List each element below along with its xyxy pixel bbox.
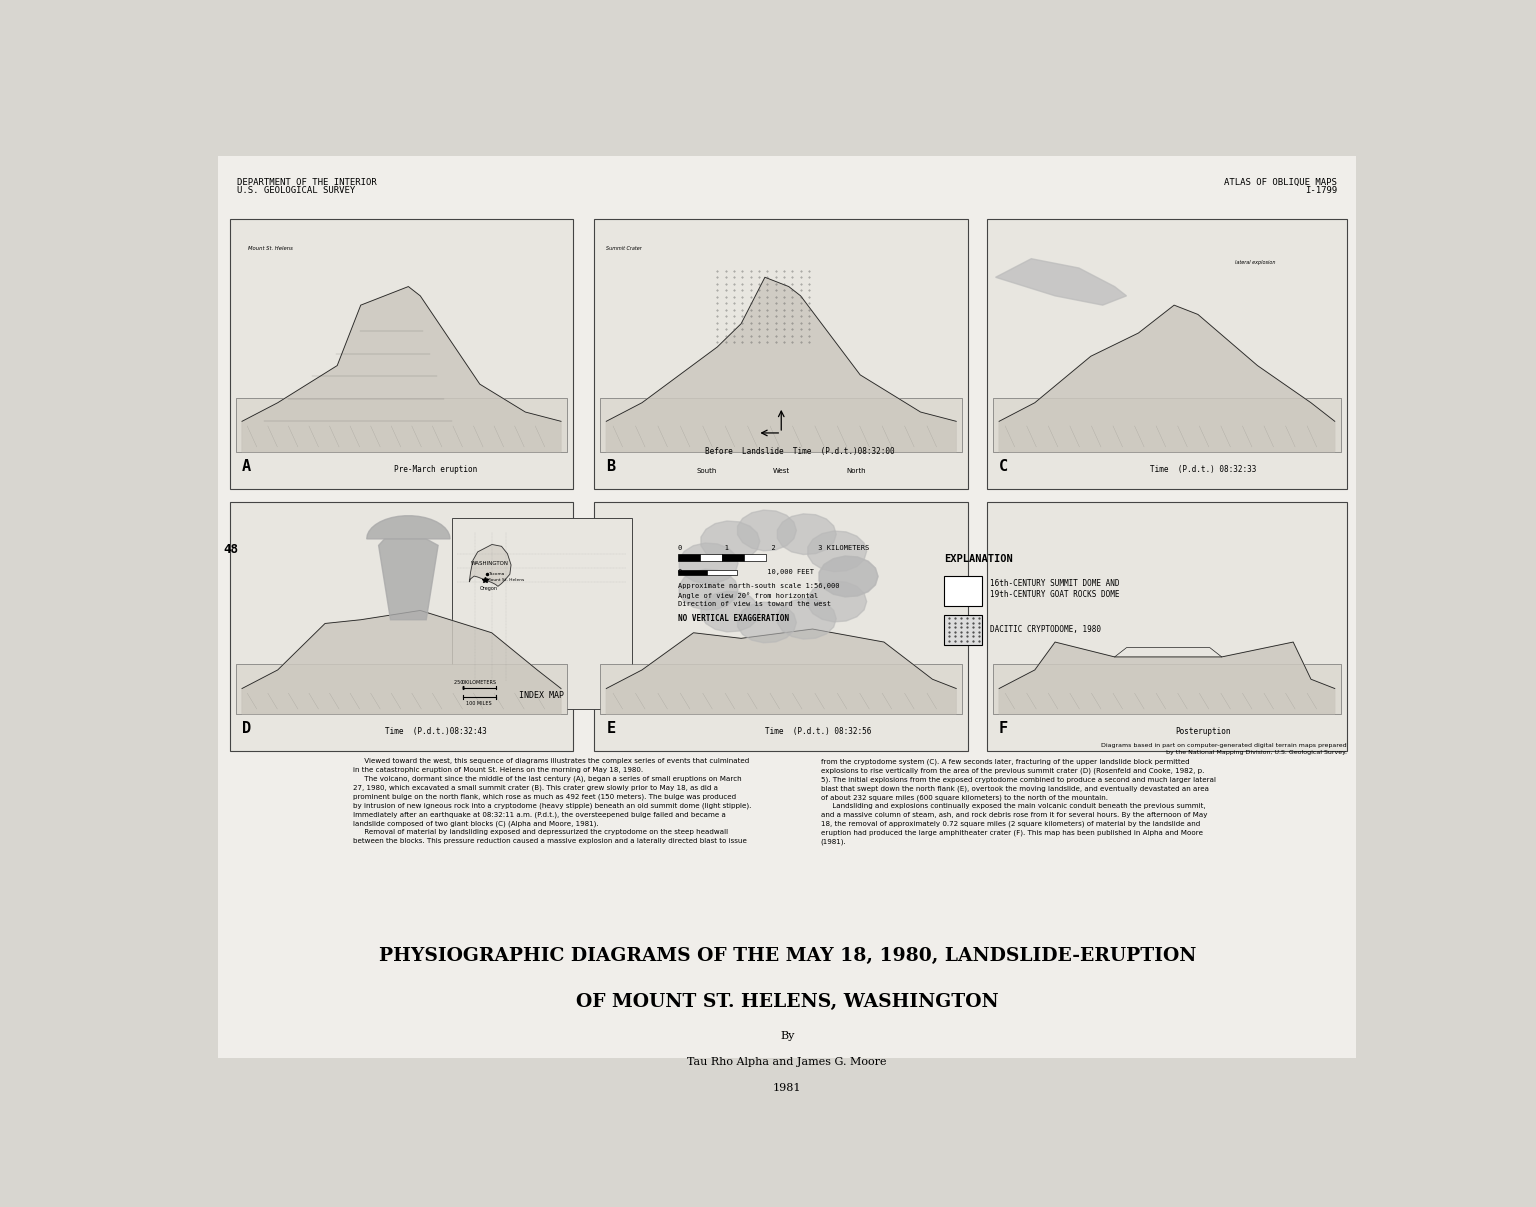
Text: Diagrams based in part on computer-generated digital terrain maps prepared
by th: Diagrams based in part on computer-gener…	[1101, 744, 1347, 756]
Polygon shape	[243, 286, 561, 451]
Polygon shape	[777, 599, 836, 639]
Polygon shape	[470, 544, 511, 587]
Text: PHYSIOGRAPHIC DIAGRAMS OF THE MAY 18, 1980, LANDSLIDE-ERUPTION: PHYSIOGRAPHIC DIAGRAMS OF THE MAY 18, 19…	[378, 946, 1197, 964]
Bar	[601, 397, 962, 451]
Text: Viewed toward the west, this sequence of diagrams illustrates the complex series: Viewed toward the west, this sequence of…	[353, 758, 751, 844]
Bar	[594, 220, 968, 489]
Polygon shape	[607, 629, 957, 713]
Text: OF MOUNT ST. HELENS, WASHINGTON: OF MOUNT ST. HELENS, WASHINGTON	[576, 993, 998, 1011]
Text: Mount St. Helens: Mount St. Helens	[487, 578, 524, 582]
Polygon shape	[378, 538, 438, 619]
Text: INDEX MAP: INDEX MAP	[519, 690, 564, 700]
Text: U.S. GEOLOGICAL SURVEY: U.S. GEOLOGICAL SURVEY	[237, 186, 355, 194]
Bar	[594, 502, 968, 751]
Bar	[230, 502, 573, 751]
Text: A: A	[243, 459, 250, 474]
Text: 250 KILOMETERS: 250 KILOMETERS	[453, 680, 496, 684]
Text: Oregon: Oregon	[479, 585, 498, 590]
Bar	[994, 664, 1341, 713]
Bar	[945, 576, 983, 606]
Text: Tacoma: Tacoma	[488, 572, 505, 576]
Text: Posteruption: Posteruption	[1175, 727, 1230, 736]
Bar	[945, 616, 983, 645]
Text: 0: 0	[462, 687, 465, 692]
Bar	[677, 554, 700, 561]
Polygon shape	[737, 602, 796, 643]
Text: C: C	[998, 459, 1008, 474]
Polygon shape	[607, 278, 957, 451]
Polygon shape	[243, 611, 561, 713]
Bar	[677, 570, 708, 576]
Text: 0: 0	[462, 680, 465, 684]
Polygon shape	[819, 556, 879, 596]
Bar	[237, 397, 567, 451]
Bar	[743, 554, 766, 561]
Polygon shape	[995, 258, 1126, 305]
Text: 0                    10,000 FEET: 0 10,000 FEET	[677, 568, 814, 575]
Text: 48: 48	[223, 543, 238, 555]
Text: Time  (P.d.t.) 08:32:33: Time (P.d.t.) 08:32:33	[1150, 465, 1256, 474]
Text: lateral explosion: lateral explosion	[1235, 260, 1275, 264]
Text: South: South	[696, 468, 717, 474]
Text: EXPLANATION: EXPLANATION	[945, 554, 1014, 564]
Polygon shape	[367, 515, 450, 538]
Text: DACITIC CRYPTODOME, 1980: DACITIC CRYPTODOME, 1980	[989, 625, 1101, 635]
Text: F: F	[998, 721, 1008, 736]
Text: Time  (P.d.t.)08:32:43: Time (P.d.t.)08:32:43	[386, 727, 487, 736]
Polygon shape	[679, 543, 739, 584]
Polygon shape	[679, 570, 739, 610]
Text: Angle of view 20° from horizontal: Angle of view 20° from horizontal	[677, 591, 819, 599]
Text: I-1799: I-1799	[1306, 186, 1338, 194]
Text: 100 MILES: 100 MILES	[465, 700, 492, 706]
Polygon shape	[998, 305, 1335, 451]
Polygon shape	[808, 582, 866, 622]
Text: North: North	[846, 468, 866, 474]
Text: Pre-March eruption: Pre-March eruption	[395, 465, 478, 474]
Polygon shape	[998, 642, 1335, 713]
Bar	[237, 664, 567, 713]
Bar	[988, 220, 1347, 489]
Text: B: B	[607, 459, 616, 474]
Text: WASHINGTON: WASHINGTON	[470, 560, 508, 566]
Bar	[722, 554, 743, 561]
Bar	[601, 664, 962, 713]
Text: from the cryptodome system (C). A few seconds later, fracturing of the upper lan: from the cryptodome system (C). A few se…	[820, 758, 1215, 845]
Polygon shape	[700, 591, 760, 632]
Polygon shape	[819, 556, 879, 596]
Bar	[700, 554, 722, 561]
Text: 16th-CENTURY SUMMIT DOME AND
19th-CENTURY GOAT ROCKS DOME: 16th-CENTURY SUMMIT DOME AND 19th-CENTUR…	[989, 579, 1120, 599]
Bar	[452, 519, 633, 709]
Polygon shape	[777, 514, 836, 554]
Text: D: D	[243, 721, 250, 736]
Text: E: E	[607, 721, 616, 736]
Text: West: West	[773, 468, 790, 474]
Bar	[994, 397, 1341, 451]
Text: NO VERTICAL EXAGGERATION: NO VERTICAL EXAGGERATION	[677, 614, 788, 623]
Bar	[988, 502, 1347, 751]
Bar	[708, 570, 737, 576]
Text: 1981: 1981	[773, 1083, 802, 1092]
Text: Mount St. Helens: Mount St. Helens	[247, 246, 293, 251]
Text: Approximate north-south scale 1:56,000: Approximate north-south scale 1:56,000	[677, 583, 839, 589]
Text: Direction of view is toward the west: Direction of view is toward the west	[677, 601, 831, 607]
Text: 0          1          2          3 KILOMETERS: 0 1 2 3 KILOMETERS	[677, 546, 869, 550]
Text: Time  (P.d.t.) 08:32:56: Time (P.d.t.) 08:32:56	[765, 727, 872, 736]
Text: By: By	[780, 1031, 794, 1040]
Text: Tau Rho Alpha and James G. Moore: Tau Rho Alpha and James G. Moore	[688, 1057, 886, 1067]
Text: Summit Crater: Summit Crater	[607, 246, 642, 251]
Text: Before  Landslide  Time  (P.d.t.)08:32:00: Before Landslide Time (P.d.t.)08:32:00	[705, 447, 895, 456]
Text: DEPARTMENT OF THE INTERIOR: DEPARTMENT OF THE INTERIOR	[237, 179, 376, 187]
Polygon shape	[737, 511, 796, 550]
Polygon shape	[808, 531, 866, 572]
Polygon shape	[700, 521, 760, 561]
Text: ATLAS OF OBLIQUE MAPS: ATLAS OF OBLIQUE MAPS	[1224, 179, 1338, 187]
Bar	[230, 220, 573, 489]
